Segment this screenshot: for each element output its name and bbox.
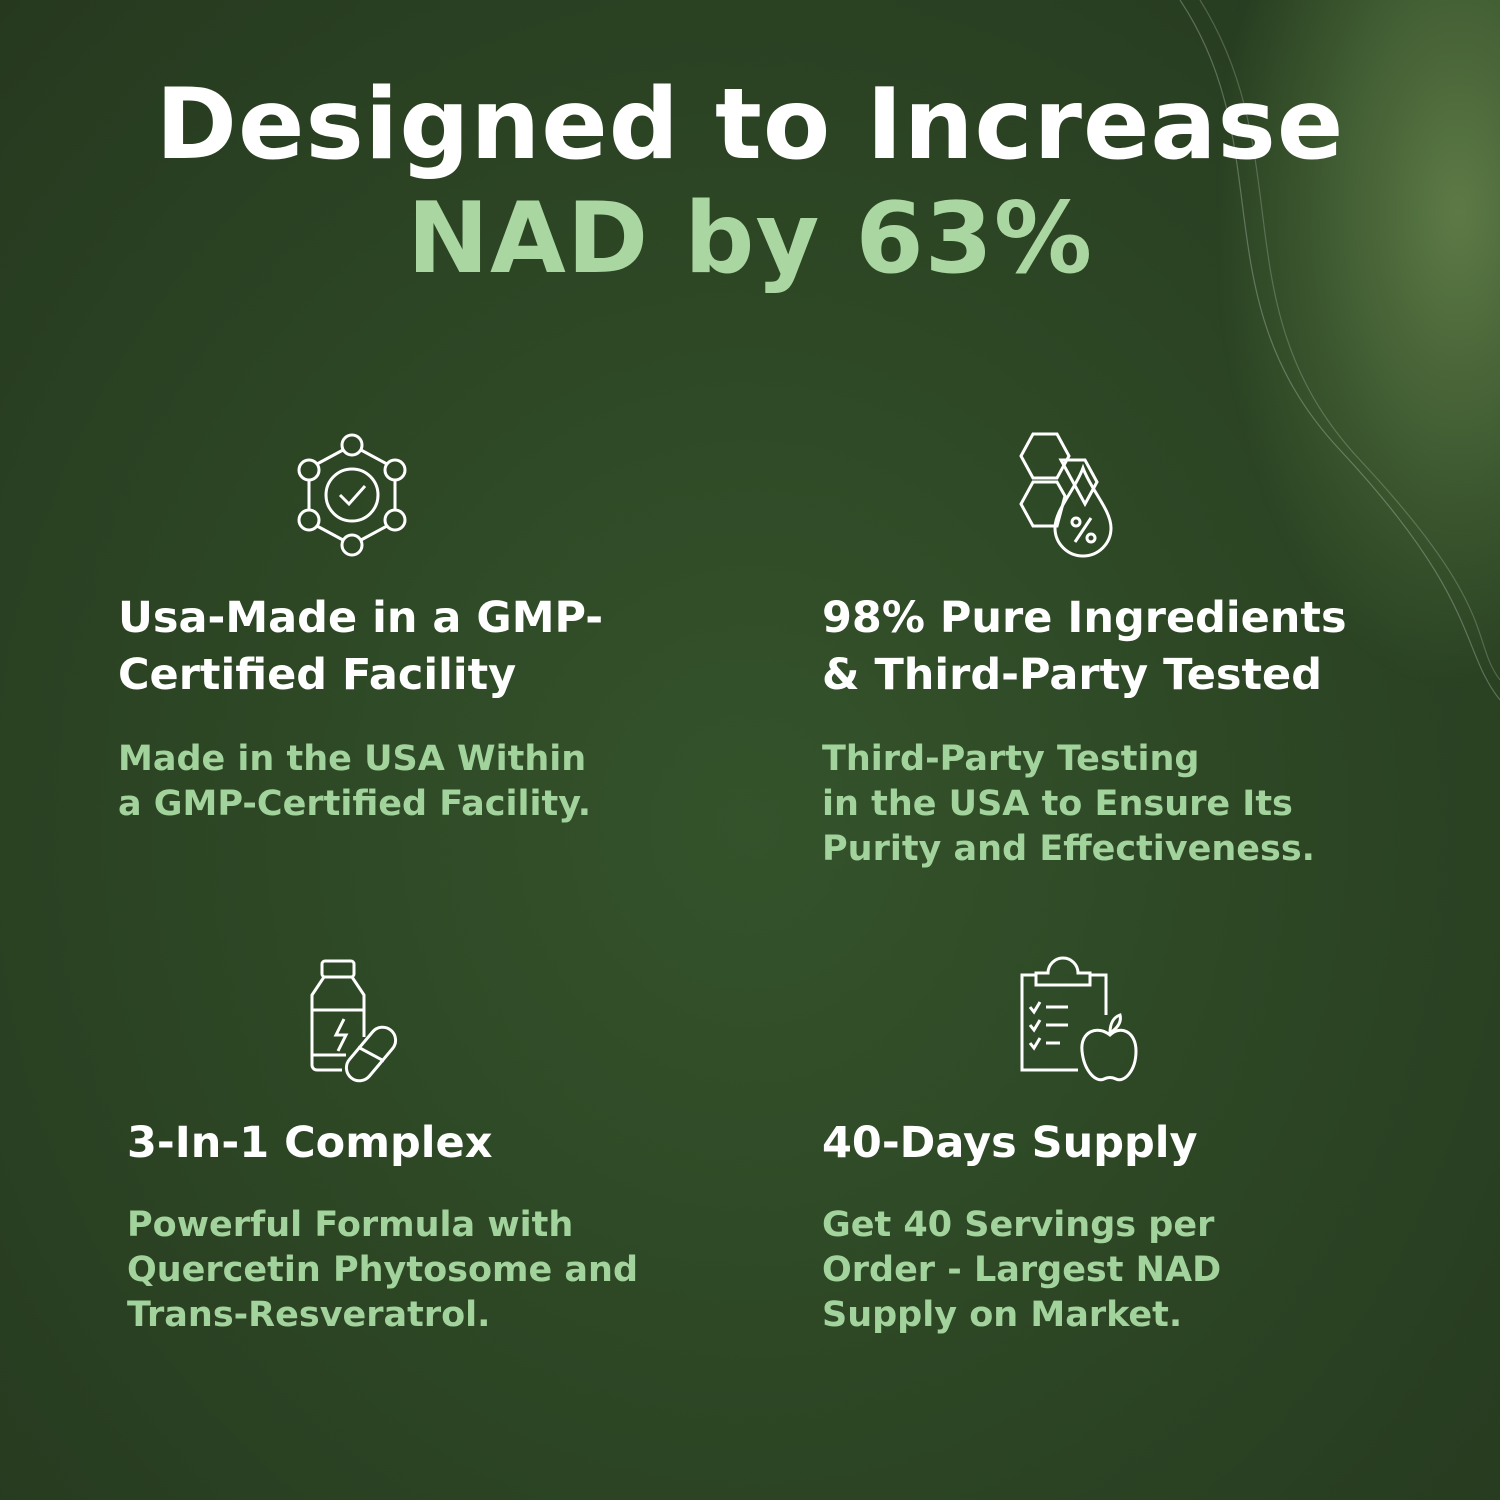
feature-text-gmp: Made in the USA Within a GMP-Certified F… <box>118 739 592 824</box>
feature-text-complex: Powerful Formula with Quercetin Phytosom… <box>127 1205 639 1335</box>
supplement-bottle-pill-icon <box>310 959 398 1083</box>
feature-title-complex: 3-In-1 Complex <box>127 1118 493 1168</box>
hexagon-drop-percent-icon <box>1019 432 1113 558</box>
clipboard-apple-icon <box>1020 956 1138 1082</box>
feature-title-gmp: Usa-Made in a GMP- Certified Facility <box>118 593 604 700</box>
headline-line-1: Designed to Increase <box>155 68 1345 182</box>
feature-text-purity: Third-Party Testing in the USA to Ensure… <box>822 739 1315 869</box>
decorative-lines <box>1179 0 1500 701</box>
headline-line-2: NAD by 63% <box>406 182 1094 296</box>
fabric-decoration <box>1220 0 1500 680</box>
certified-network-check-icon <box>297 433 407 557</box>
feature-title-purity: 98% Pure Ingredients & Third-Party Teste… <box>822 593 1347 700</box>
feature-text-supply: Get 40 Servings per Order - Largest NAD … <box>822 1205 1222 1335</box>
feature-title-supply: 40-Days Supply <box>822 1118 1198 1168</box>
